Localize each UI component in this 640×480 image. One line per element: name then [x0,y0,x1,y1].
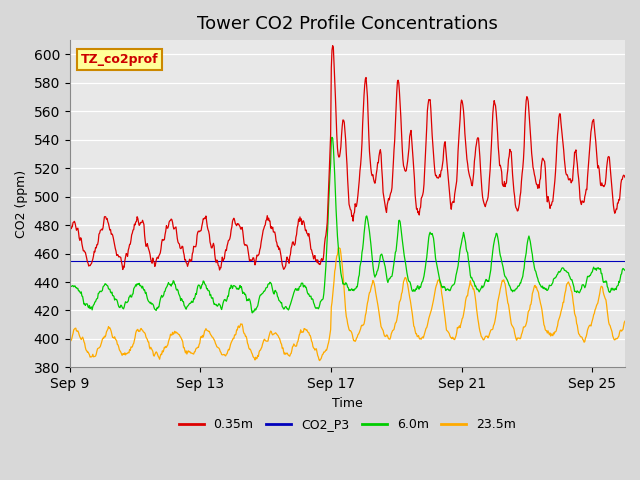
23.5m [316,358,324,363]
Line: 23.5m: 23.5m [70,248,625,360]
0.35m [129,227,137,233]
6.0m [66,286,74,291]
Legend: 0.35m, CO2_P3, 6.0m, 23.5m: 0.35m, CO2_P3, 6.0m, 23.5m [173,413,521,436]
6.0m [141,287,148,293]
23.5m [129,341,137,347]
6.0m [402,261,410,266]
CO2_P3 [490,258,498,264]
23.5m [179,337,186,343]
23.5m [335,245,342,251]
Title: Tower CO2 Profile Concentrations: Tower CO2 Profile Concentrations [197,15,498,33]
0.35m [141,232,148,238]
6.0m [129,291,137,297]
0.35m [329,43,337,48]
6.0m [328,134,336,140]
23.5m [66,338,74,344]
0.35m [492,103,499,108]
0.35m [402,168,410,174]
CO2_P3 [621,258,629,264]
CO2_P3 [129,258,137,264]
Text: TZ_co2prof: TZ_co2prof [81,53,158,66]
0.35m [621,175,629,180]
X-axis label: Time: Time [332,396,363,409]
Line: 6.0m: 6.0m [70,137,625,313]
6.0m [621,267,629,273]
0.35m [355,185,362,191]
CO2_P3 [353,258,361,264]
23.5m [355,331,362,337]
6.0m [355,275,362,280]
23.5m [492,315,499,321]
Y-axis label: CO2 (ppm): CO2 (ppm) [15,170,28,238]
CO2_P3 [141,258,148,264]
Line: 0.35m: 0.35m [70,46,625,270]
6.0m [492,234,499,240]
0.35m [66,219,74,225]
6.0m [248,310,256,316]
6.0m [179,297,186,302]
23.5m [402,275,410,280]
CO2_P3 [179,258,186,264]
0.35m [216,267,223,273]
0.35m [179,243,186,249]
CO2_P3 [401,258,408,264]
23.5m [621,318,629,324]
23.5m [141,330,148,336]
CO2_P3 [66,258,74,264]
